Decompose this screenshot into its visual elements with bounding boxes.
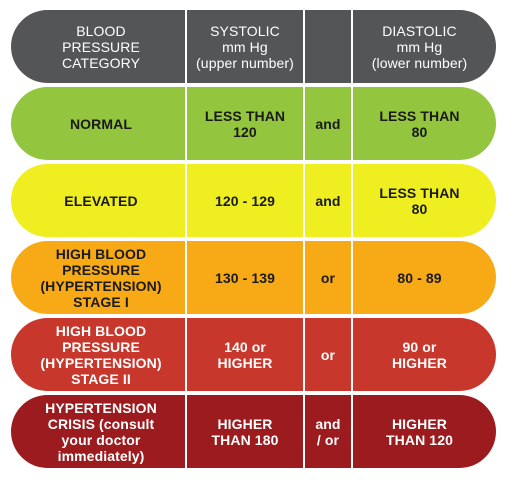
systolic-cell-line: 140 or [224, 338, 266, 355]
category-cell-line: HIGH BLOOD [55, 245, 147, 262]
systolic-cell: 140 or HIGHER [187, 318, 303, 391]
diastolic-cell-line: HIGHER [391, 415, 448, 432]
row-crisis: HYPERTENSION CRISIS (consult your doctor im… [11, 395, 496, 468]
column-divider [185, 318, 187, 391]
systolic-cell: 120 - 129 [187, 164, 303, 237]
category-cell-line: NORMAL [69, 115, 133, 132]
systolic-cell-line: THAN 180 [211, 431, 279, 448]
category-cell: NORMAL [11, 87, 185, 160]
category-cell: HIGH BLOOD PRESSURE (HYPERTENSION) STAGE I [11, 241, 185, 314]
joiner-cell-line: or [320, 269, 336, 286]
systolic-cell-line: 120 - 129 [214, 192, 276, 209]
joiner-cell: and [305, 164, 351, 237]
category-cell-line: (HYPERTENSION) [40, 354, 162, 371]
header-systolic-line: mm Hg [222, 38, 268, 55]
category-cell-line: immediately) [57, 447, 145, 464]
category-cell-line: STAGE I [73, 293, 129, 310]
diastolic-cell-line: 80 - 89 [397, 269, 442, 286]
category-cell-line: HYPERTENSION [45, 399, 157, 416]
column-divider [303, 395, 305, 468]
diastolic-cell-line: HIGHER [391, 354, 448, 371]
category-cell-line: ELEVATED [64, 192, 138, 209]
diastolic-cell: 80 - 89 [353, 241, 496, 314]
column-divider [303, 241, 305, 314]
header-diastolic-line: mm Hg [396, 38, 443, 55]
header-systolic: SYSTOLIC mm Hg (upper number) [187, 10, 303, 83]
row-normal: NORMAL LESS THAN 120 and LESS THAN 80 [11, 87, 496, 160]
diastolic-cell-line: LESS THAN [379, 184, 460, 201]
header-category: BLOOD PRESSURE CATEGORY [11, 10, 185, 83]
column-divider [303, 87, 305, 160]
category-cell-line: your doctor [61, 431, 141, 448]
joiner-cell-line: and [315, 415, 341, 432]
joiner-cell-line: and [315, 192, 341, 209]
column-divider [303, 10, 305, 83]
joiner-cell-line: and [315, 115, 341, 132]
diastolic-cell-line: 80 [411, 200, 428, 217]
header-systolic-line: (upper number) [196, 54, 294, 71]
diastolic-cell: HIGHER THAN 120 [353, 395, 496, 468]
column-divider [185, 10, 187, 83]
diastolic-cell-line: LESS THAN [379, 107, 460, 124]
column-divider [351, 318, 353, 391]
joiner-cell-line: / or [316, 431, 340, 448]
header-category-line: BLOOD [76, 22, 126, 39]
systolic-cell: 130 - 139 [187, 241, 303, 314]
header-diastolic-line: (lower number) [371, 54, 468, 71]
category-cell: HYPERTENSION CRISIS (consult your doctor im… [11, 395, 185, 468]
joiner-cell: or [305, 318, 351, 391]
diastolic-cell-line: THAN 120 [386, 431, 453, 448]
column-divider [303, 164, 305, 237]
category-cell-line: (HYPERTENSION) [40, 277, 162, 294]
diastolic-cell-line: 80 [411, 123, 428, 140]
category-cell-line: HIGH BLOOD [55, 322, 147, 339]
row-stage-2: HIGH BLOOD PRESSURE (HYPERTENSION) STAGE II… [11, 318, 496, 391]
column-divider [351, 395, 353, 468]
header-row: BLOOD PRESSURE CATEGORY SYSTOLIC mm Hg (… [11, 10, 496, 83]
column-divider [185, 87, 187, 160]
column-divider [185, 241, 187, 314]
column-divider [303, 318, 305, 391]
category-cell: ELEVATED [11, 164, 185, 237]
category-cell-line: PRESSURE [62, 338, 140, 355]
header-diastolic: DIASTOLIC mm Hg (lower number) [353, 10, 496, 83]
joiner-cell: and [305, 87, 351, 160]
diastolic-cell: LESS THAN 80 [353, 87, 496, 160]
column-divider [351, 164, 353, 237]
header-category-line: CATEGORY [61, 54, 141, 71]
joiner-cell-line: or [320, 346, 336, 363]
systolic-cell-line: 130 - 139 [214, 269, 276, 286]
systolic-cell-line: HIGHER [217, 415, 273, 432]
category-cell-line: STAGE II [71, 370, 131, 387]
header-category-line: PRESSURE [62, 38, 140, 55]
category-cell-line: PRESSURE [62, 261, 140, 278]
row-stage-1: HIGH BLOOD PRESSURE (HYPERTENSION) STAGE I 1… [11, 241, 496, 314]
joiner-cell: or [305, 241, 351, 314]
systolic-cell-line: HIGHER [217, 354, 273, 371]
row-elevated: ELEVATED 120 - 129 and LESS THAN 80 [11, 164, 496, 237]
header-joiner [305, 10, 351, 83]
header-diastolic-line: DIASTOLIC [382, 22, 457, 39]
diastolic-cell: LESS THAN 80 [353, 164, 496, 237]
column-divider [185, 395, 187, 468]
systolic-cell: HIGHER THAN 180 [187, 395, 303, 468]
column-divider [185, 164, 187, 237]
column-divider [351, 241, 353, 314]
diastolic-cell: 90 or HIGHER [353, 318, 496, 391]
joiner-cell: and / or [305, 395, 351, 468]
category-cell: HIGH BLOOD PRESSURE (HYPERTENSION) STAGE II [11, 318, 185, 391]
systolic-cell-line: 120 [233, 123, 257, 140]
diastolic-cell-line: 90 or [402, 338, 437, 355]
systolic-cell: LESS THAN 120 [187, 87, 303, 160]
category-cell-line: CRISIS (consult [47, 415, 155, 432]
systolic-cell-line: LESS THAN [204, 107, 286, 124]
column-divider [351, 10, 353, 83]
header-systolic-line: SYSTOLIC [210, 22, 280, 39]
column-divider [351, 87, 353, 160]
